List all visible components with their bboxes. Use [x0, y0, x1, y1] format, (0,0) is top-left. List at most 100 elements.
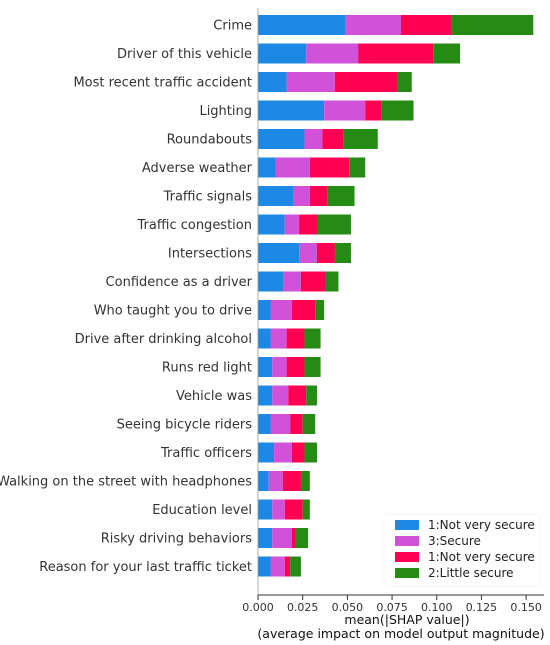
category-label: Most recent traffic accident [73, 76, 252, 91]
bar-segment [258, 357, 273, 377]
bar-segment [343, 129, 378, 149]
bar-segment [272, 357, 287, 377]
bar-segment [258, 499, 273, 520]
x-tick-label: 0.025 [287, 601, 319, 614]
bar-segment [258, 157, 276, 178]
bar-segment [258, 300, 271, 320]
legend-entry-label: 3:Secure [428, 534, 481, 548]
bar-segment [290, 414, 303, 434]
category-label: Traffic congestion [137, 218, 252, 233]
category-label: Reason for your last traffic ticket [39, 560, 252, 575]
category-label: Seeing bicycle riders [117, 418, 253, 433]
category-label: Adverse weather [142, 161, 253, 176]
bar-segment [274, 442, 292, 463]
bar-segment [316, 214, 351, 235]
bar-segment [324, 100, 366, 121]
category-label: Risky driving behaviors [101, 532, 253, 547]
bar-segment [275, 157, 310, 178]
bar-segment [258, 15, 346, 35]
category-labels: Crime Driver of this vehicle Most recent t… [0, 19, 253, 576]
bar-segment [272, 528, 292, 548]
bar-segment [304, 328, 321, 349]
bar-segment [327, 186, 355, 206]
legend: 1:Not very secure 3:Secure 1:Not very secu… [383, 513, 541, 587]
bar-segment [284, 499, 303, 520]
bar-segment [258, 471, 269, 491]
category-label: Intersections [168, 247, 252, 262]
x-tick-label: 0.125 [466, 601, 498, 614]
category-label: Traffic officers [160, 446, 252, 461]
legend-swatch [395, 536, 419, 546]
bar-segment [291, 528, 296, 548]
category-label: Walking on the street with headphones [0, 475, 252, 490]
bar-segment [270, 414, 291, 434]
bar-segment [306, 385, 317, 406]
bar-segment [433, 43, 460, 64]
bar-segment [291, 442, 305, 463]
bar-segment [288, 385, 307, 406]
bar-segment [290, 556, 301, 577]
bar-segment [349, 157, 366, 178]
bar-segment [397, 72, 412, 92]
bar-segment [286, 328, 305, 349]
bar-segment [345, 15, 401, 35]
legend-entry-label: 1:Not very secure [428, 518, 535, 532]
bar-segment [315, 300, 325, 320]
x-tick-label: 0.050 [332, 601, 364, 614]
category-label: Confidence as a driver [106, 275, 253, 290]
bar-segment [306, 43, 359, 64]
category-label: Vehicle was [176, 389, 252, 404]
bar-segment [258, 328, 271, 349]
bar-segment [286, 357, 305, 377]
legend-swatch [395, 520, 419, 530]
bar-segment [258, 100, 325, 121]
bar-segment [258, 186, 294, 206]
bar-segment [365, 100, 382, 121]
bar-segment [258, 271, 284, 292]
category-label: Traffic signals [163, 190, 253, 205]
bar-segment [304, 442, 317, 463]
legend-box [383, 513, 541, 587]
legend-entry-label: 2:Little secure [428, 566, 514, 580]
bar-segment [451, 15, 534, 35]
bars-group [258, 15, 534, 577]
category-label: Driver of this vehicle [117, 47, 252, 62]
legend-entry-label: 1:Not very secure [428, 550, 535, 564]
bar-segment [270, 328, 287, 349]
bar-segment [322, 129, 344, 149]
bar-segment [401, 15, 452, 35]
bar-segment [258, 556, 271, 577]
x-tick-label: 0.000 [242, 601, 274, 614]
bar-segment [309, 186, 328, 206]
bar-segment [299, 214, 317, 235]
bar-segment [295, 528, 309, 548]
bar-segment [304, 357, 321, 377]
category-label: Education level [152, 503, 252, 518]
bar-segment [300, 471, 310, 491]
bar-segment [300, 271, 326, 292]
bar-segment [258, 414, 271, 434]
bar-segment [283, 471, 301, 491]
bar-segment [302, 499, 310, 520]
bar-segment [272, 499, 285, 520]
bar-segment [258, 129, 305, 149]
bar-segment [258, 214, 285, 235]
bar-segment [258, 43, 307, 64]
bar-segment [268, 471, 284, 491]
x-axis: 0.000 0.025 0.050 0.075 0.100 0.125 0.150 [242, 8, 544, 614]
category-label: Who taught you to drive [94, 304, 252, 319]
bar-segment [284, 556, 291, 577]
bar-segment [258, 243, 300, 263]
bar-segment [325, 271, 339, 292]
legend-swatch [395, 552, 419, 562]
x-axis-label-line1: mean(|SHAP value|) [344, 612, 469, 627]
bar-segment [334, 243, 351, 263]
category-label: Crime [213, 19, 252, 34]
bar-segment [284, 214, 300, 235]
category-label: Lighting [199, 104, 252, 119]
x-axis-label-line2: (average impact on model output magnitud… [257, 626, 544, 641]
x-tick-label: 0.075 [376, 601, 408, 614]
bar-segment [270, 556, 285, 577]
bar-segment [291, 300, 316, 320]
